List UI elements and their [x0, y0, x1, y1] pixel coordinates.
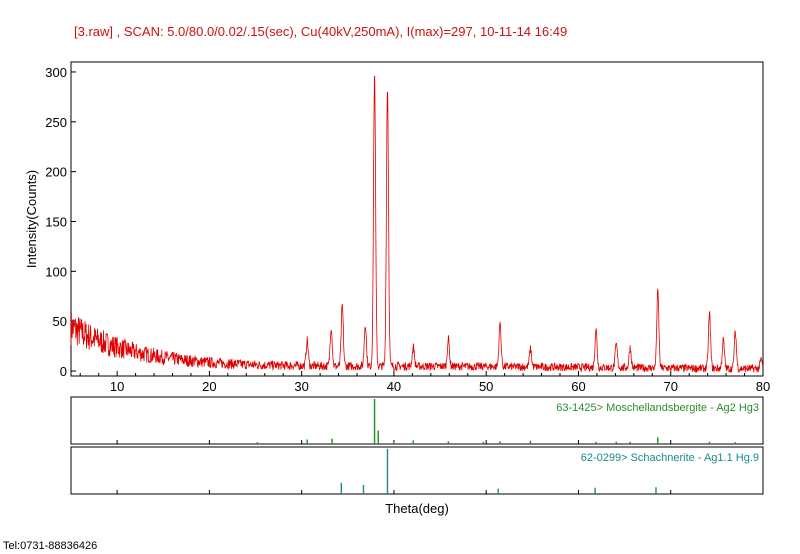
- x-tick-label: 30: [294, 379, 308, 394]
- x-tick-label: 20: [202, 379, 216, 394]
- chart-title: [3.raw] , SCAN: 5.0/80.0/0.02/.15(sec), …: [74, 24, 567, 39]
- main-plot-frame: [70, 61, 764, 377]
- reference-panel-1: [70, 396, 764, 445]
- y-axis-label: Intensity(Counts): [24, 170, 39, 268]
- y-tick-label: 300: [45, 65, 67, 80]
- footer-contact: Tel:0731-88836426: [3, 540, 97, 552]
- x-tick-label: 60: [571, 379, 585, 394]
- y-tick-label: 250: [45, 115, 67, 130]
- x-tick-label: 50: [479, 379, 493, 394]
- reference-pattern-1-label: 63-1425> Moschellandsbergite - Ag2 Hg3: [556, 402, 759, 414]
- x-tick-label: 80: [756, 379, 770, 394]
- reference-pattern-2-lines: [340, 449, 657, 494]
- y-tick-label: 150: [45, 214, 67, 229]
- x-tick-label: 70: [663, 379, 677, 394]
- reference-pattern-2-label: 62-0299> Schachnerite - Ag1.1 Hg.9: [581, 452, 759, 464]
- y-tick-label: 0: [60, 364, 67, 379]
- x-tick-label: 40: [387, 379, 401, 394]
- y-tick-label: 200: [45, 165, 67, 180]
- diffraction-trace: [70, 75, 764, 374]
- x-tick-label: 10: [110, 379, 124, 394]
- reference-pattern-1-lines: [256, 399, 737, 444]
- main-axis-ticks: 10 20 30 40 50 60 70 80 0 50 100 150 200 250 300: [45, 65, 770, 494]
- x-axis-label: Theta(deg): [385, 501, 449, 516]
- y-tick-label: 50: [53, 314, 67, 329]
- y-tick-label: 100: [45, 264, 67, 279]
- reference-panel-2: [70, 446, 764, 495]
